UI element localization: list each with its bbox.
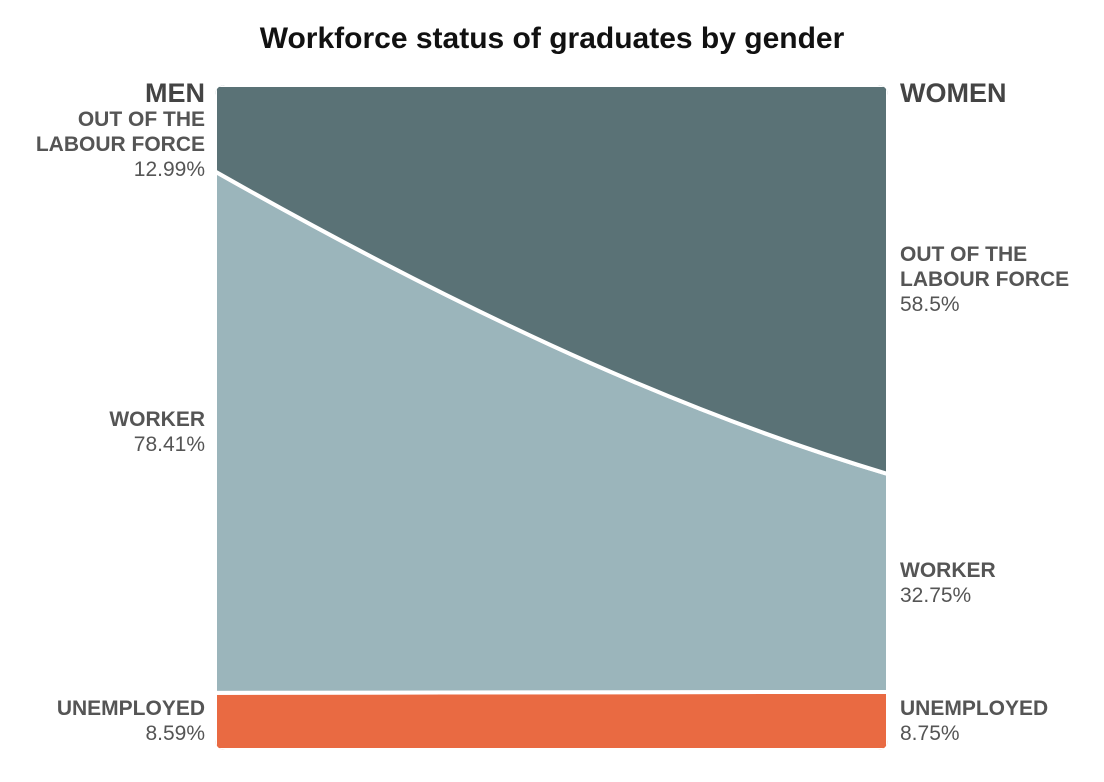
series-name: OUT OF THE LABOUR FORCE xyxy=(900,243,1070,291)
chart-title: Workforce status of graduates by gender xyxy=(259,22,845,55)
series-label: UNEMPLOYED 8.75% xyxy=(900,696,1100,746)
value-label: 8.75% xyxy=(900,721,960,745)
plot-area xyxy=(215,85,888,750)
area xyxy=(215,689,888,750)
right-category: WOMEN xyxy=(900,78,1007,108)
series-name: WORKER xyxy=(900,558,996,582)
value-label: 32.75% xyxy=(900,583,972,607)
value-label: 78.41% xyxy=(133,433,205,457)
series-name: UNEMPLOYED xyxy=(900,696,1049,720)
series-name: OUT OF THE LABOUR FORCE xyxy=(35,108,205,156)
area xyxy=(215,85,888,477)
series-label: UNEMPLOYED 8.59% xyxy=(5,696,205,746)
series-name: UNEMPLOYED xyxy=(56,697,205,721)
left-category: MEN xyxy=(145,78,205,108)
value-label: 12.99% xyxy=(133,158,205,181)
series-label: OUT OF THE LABOUR FORCE 58.5% xyxy=(900,242,1100,317)
series-label: OUT OF THE LABOUR FORCE 12.99% xyxy=(5,107,205,182)
value-label: 58.5% xyxy=(900,293,960,316)
series-label: WORKER 32.75% xyxy=(900,558,1100,608)
value-label: 8.59% xyxy=(145,722,205,746)
series-name: WORKER xyxy=(109,408,205,432)
series-label: WORKER 78.41% xyxy=(5,407,205,457)
